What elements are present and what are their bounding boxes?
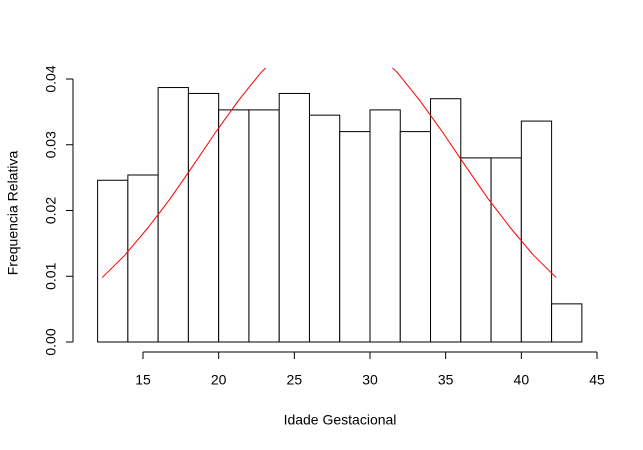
y-tick-label: 0.04: [43, 65, 59, 92]
bar: [551, 303, 583, 343]
x-tick-label: 40: [514, 372, 530, 388]
bar: [490, 157, 522, 343]
bar: [460, 157, 492, 343]
bar: [218, 109, 250, 343]
bar: [308, 114, 341, 343]
bar: [187, 92, 220, 343]
x-tick-label: 30: [362, 372, 378, 388]
bar: [399, 131, 432, 343]
x-tick-label: 25: [287, 372, 303, 388]
y-tick-label: 0.01: [43, 262, 59, 289]
density-curve: [101, 68, 557, 278]
bar: [520, 120, 553, 343]
bar: [127, 174, 159, 343]
y-axis-label: Frequencia Relativa: [5, 151, 21, 276]
x-tick-label: 35: [438, 372, 454, 388]
bar: [339, 131, 371, 343]
y-tick-label: 0.02: [43, 197, 59, 224]
bar: [369, 109, 401, 343]
bar: [248, 109, 280, 343]
x-tick-label: 15: [135, 372, 151, 388]
y-tick-label: 0.00: [43, 328, 59, 355]
x-axis-label: Idade Gestacional: [284, 412, 397, 428]
x-tick-label: 20: [211, 372, 227, 388]
y-tick-label: 0.03: [43, 131, 59, 158]
bar: [430, 98, 462, 343]
x-tick-label: 45: [589, 372, 605, 388]
bar: [97, 179, 129, 343]
curve-group: [101, 68, 557, 278]
bar: [157, 87, 189, 343]
bar: [278, 92, 310, 343]
